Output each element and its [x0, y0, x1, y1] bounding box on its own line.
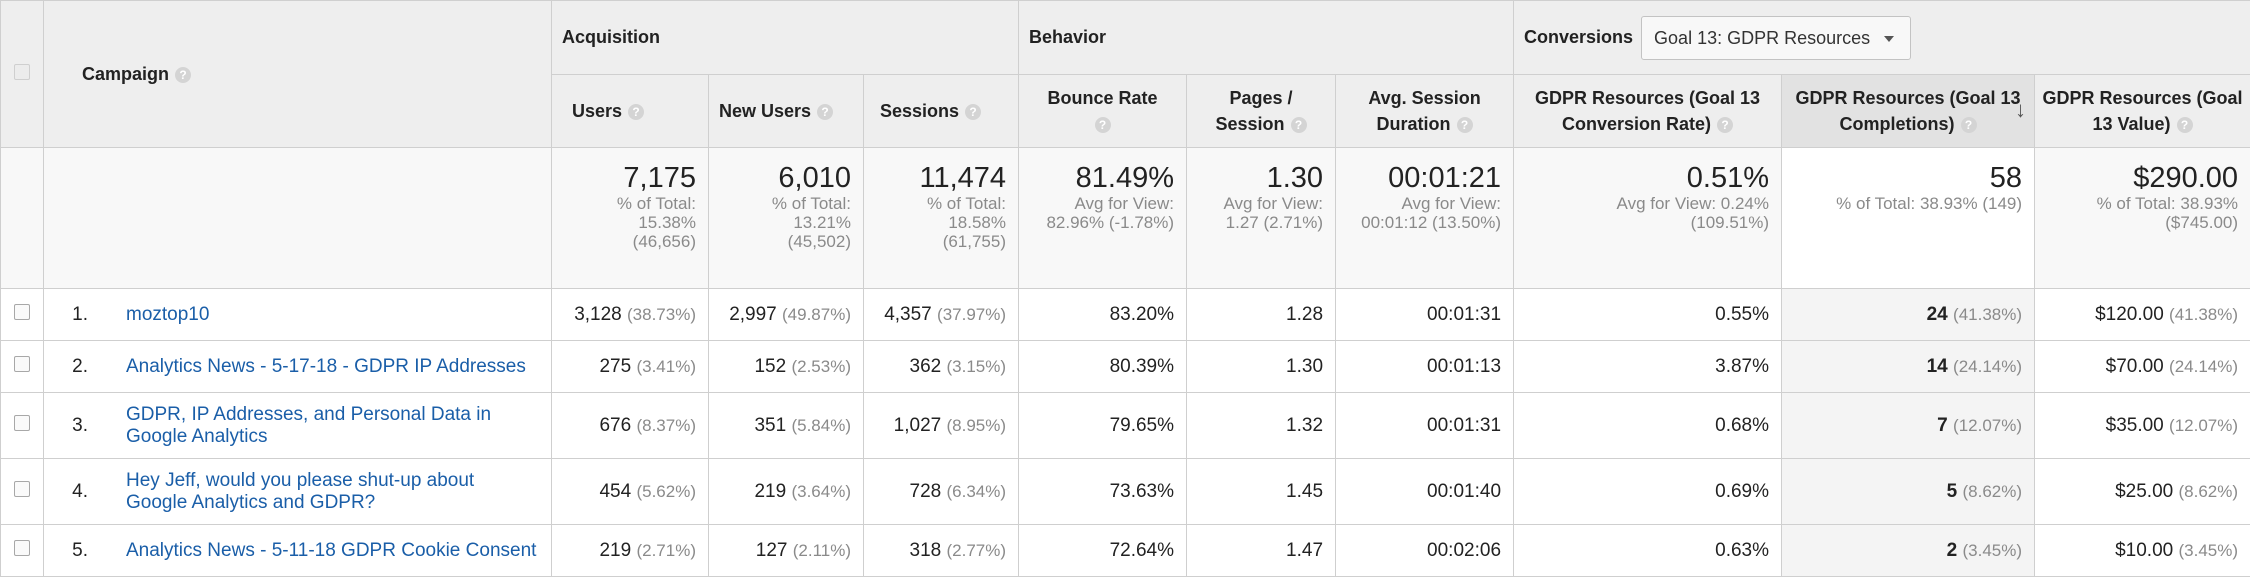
total-avg-session-duration: 00:01:21 Avg for View: 00:01:12 (13.50%)	[1336, 148, 1514, 289]
campaign-link[interactable]: GDPR, IP Addresses, and Personal Data in…	[110, 404, 551, 448]
totals-row: 7,175 % of Total: 15.38% (46,656) 6,010 …	[1, 148, 2250, 289]
total-pages-per-session: 1.30 Avg for View: 1.27 (2.71%)	[1187, 148, 1336, 289]
sort-descending-icon[interactable]: ↓	[2015, 97, 2026, 123]
campaign-cell: 3.GDPR, IP Addresses, and Personal Data …	[44, 393, 552, 459]
total-completions: 58 % of Total: 38.93% (149)	[1782, 148, 2035, 289]
sessions-header[interactable]: Sessions?	[864, 75, 1019, 148]
campaign-header[interactable]: Campaign?	[44, 1, 552, 148]
goal-select-dropdown[interactable]: Goal 13: GDPR Resources	[1641, 16, 1911, 60]
bounce-rate-header[interactable]: Bounce Rate?	[1019, 75, 1187, 148]
total-users: 7,175 % of Total: 15.38% (46,656)	[552, 148, 709, 289]
users-header[interactable]: Users?	[552, 75, 709, 148]
help-icon[interactable]: ?	[817, 104, 833, 120]
campaign-link[interactable]: Hey Jeff, would you please shut-up about…	[110, 470, 551, 514]
table-row: 5.Analytics News - 5-11-18 GDPR Cookie C…	[1, 525, 2250, 577]
total-goal-value: $290.00 % of Total: 38.93% ($745.00)	[2035, 148, 2250, 289]
table-row: 2.Analytics News - 5-17-18 - GDPR IP Add…	[1, 341, 2250, 393]
help-icon[interactable]: ?	[1961, 117, 1977, 133]
help-icon[interactable]: ?	[2177, 117, 2193, 133]
row-checkbox[interactable]	[14, 304, 30, 320]
new-users-header[interactable]: New Users?	[709, 75, 864, 148]
campaign-cell: 2.Analytics News - 5-17-18 - GDPR IP Add…	[44, 341, 552, 393]
behavior-group-header: Behavior	[1019, 1, 1514, 75]
table-row: 1.moztop10 3,128 (38.73%) 2,997 (49.87%)…	[1, 289, 2250, 341]
total-sessions: 11,474 % of Total: 18.58% (61,755)	[864, 148, 1019, 289]
help-icon[interactable]: ?	[1291, 117, 1307, 133]
help-icon[interactable]: ?	[1717, 117, 1733, 133]
campaign-cell: 4.Hey Jeff, would you please shut-up abo…	[44, 459, 552, 525]
help-icon[interactable]: ?	[965, 104, 981, 120]
table-row: 4.Hey Jeff, would you please shut-up abo…	[1, 459, 2250, 525]
pages-per-session-header[interactable]: Pages /Session?	[1187, 75, 1336, 148]
campaign-link[interactable]: Analytics News - 5-11-18 GDPR Cookie Con…	[110, 540, 551, 562]
campaign-link[interactable]: Analytics News - 5-17-18 - GDPR IP Addre…	[110, 356, 551, 378]
help-icon[interactable]: ?	[1457, 117, 1473, 133]
acquisition-group-header: Acquisition	[552, 1, 1019, 75]
table-row: 3.GDPR, IP Addresses, and Personal Data …	[1, 393, 2250, 459]
campaign-link[interactable]: moztop10	[110, 304, 551, 326]
help-icon[interactable]: ?	[1095, 117, 1111, 133]
select-all-cell[interactable]	[1, 1, 44, 148]
help-icon[interactable]: ?	[628, 104, 644, 120]
total-bounce-rate: 81.49% Avg for View: 82.96% (-1.78%)	[1019, 148, 1187, 289]
dropdown-caret-icon	[1884, 36, 1894, 42]
row-checkbox[interactable]	[14, 415, 30, 431]
total-new-users: 6,010 % of Total: 13.21% (45,502)	[709, 148, 864, 289]
row-checkbox[interactable]	[14, 481, 30, 497]
select-all-checkbox[interactable]	[14, 64, 30, 80]
help-icon[interactable]: ?	[175, 67, 191, 83]
row-checkbox[interactable]	[14, 540, 30, 556]
campaign-cell: 5.Analytics News - 5-11-18 GDPR Cookie C…	[44, 525, 552, 577]
row-checkbox[interactable]	[14, 356, 30, 372]
campaign-cell: 1.moztop10	[44, 289, 552, 341]
total-conversion-rate: 0.51% Avg for View: 0.24% (109.51%)	[1514, 148, 1782, 289]
